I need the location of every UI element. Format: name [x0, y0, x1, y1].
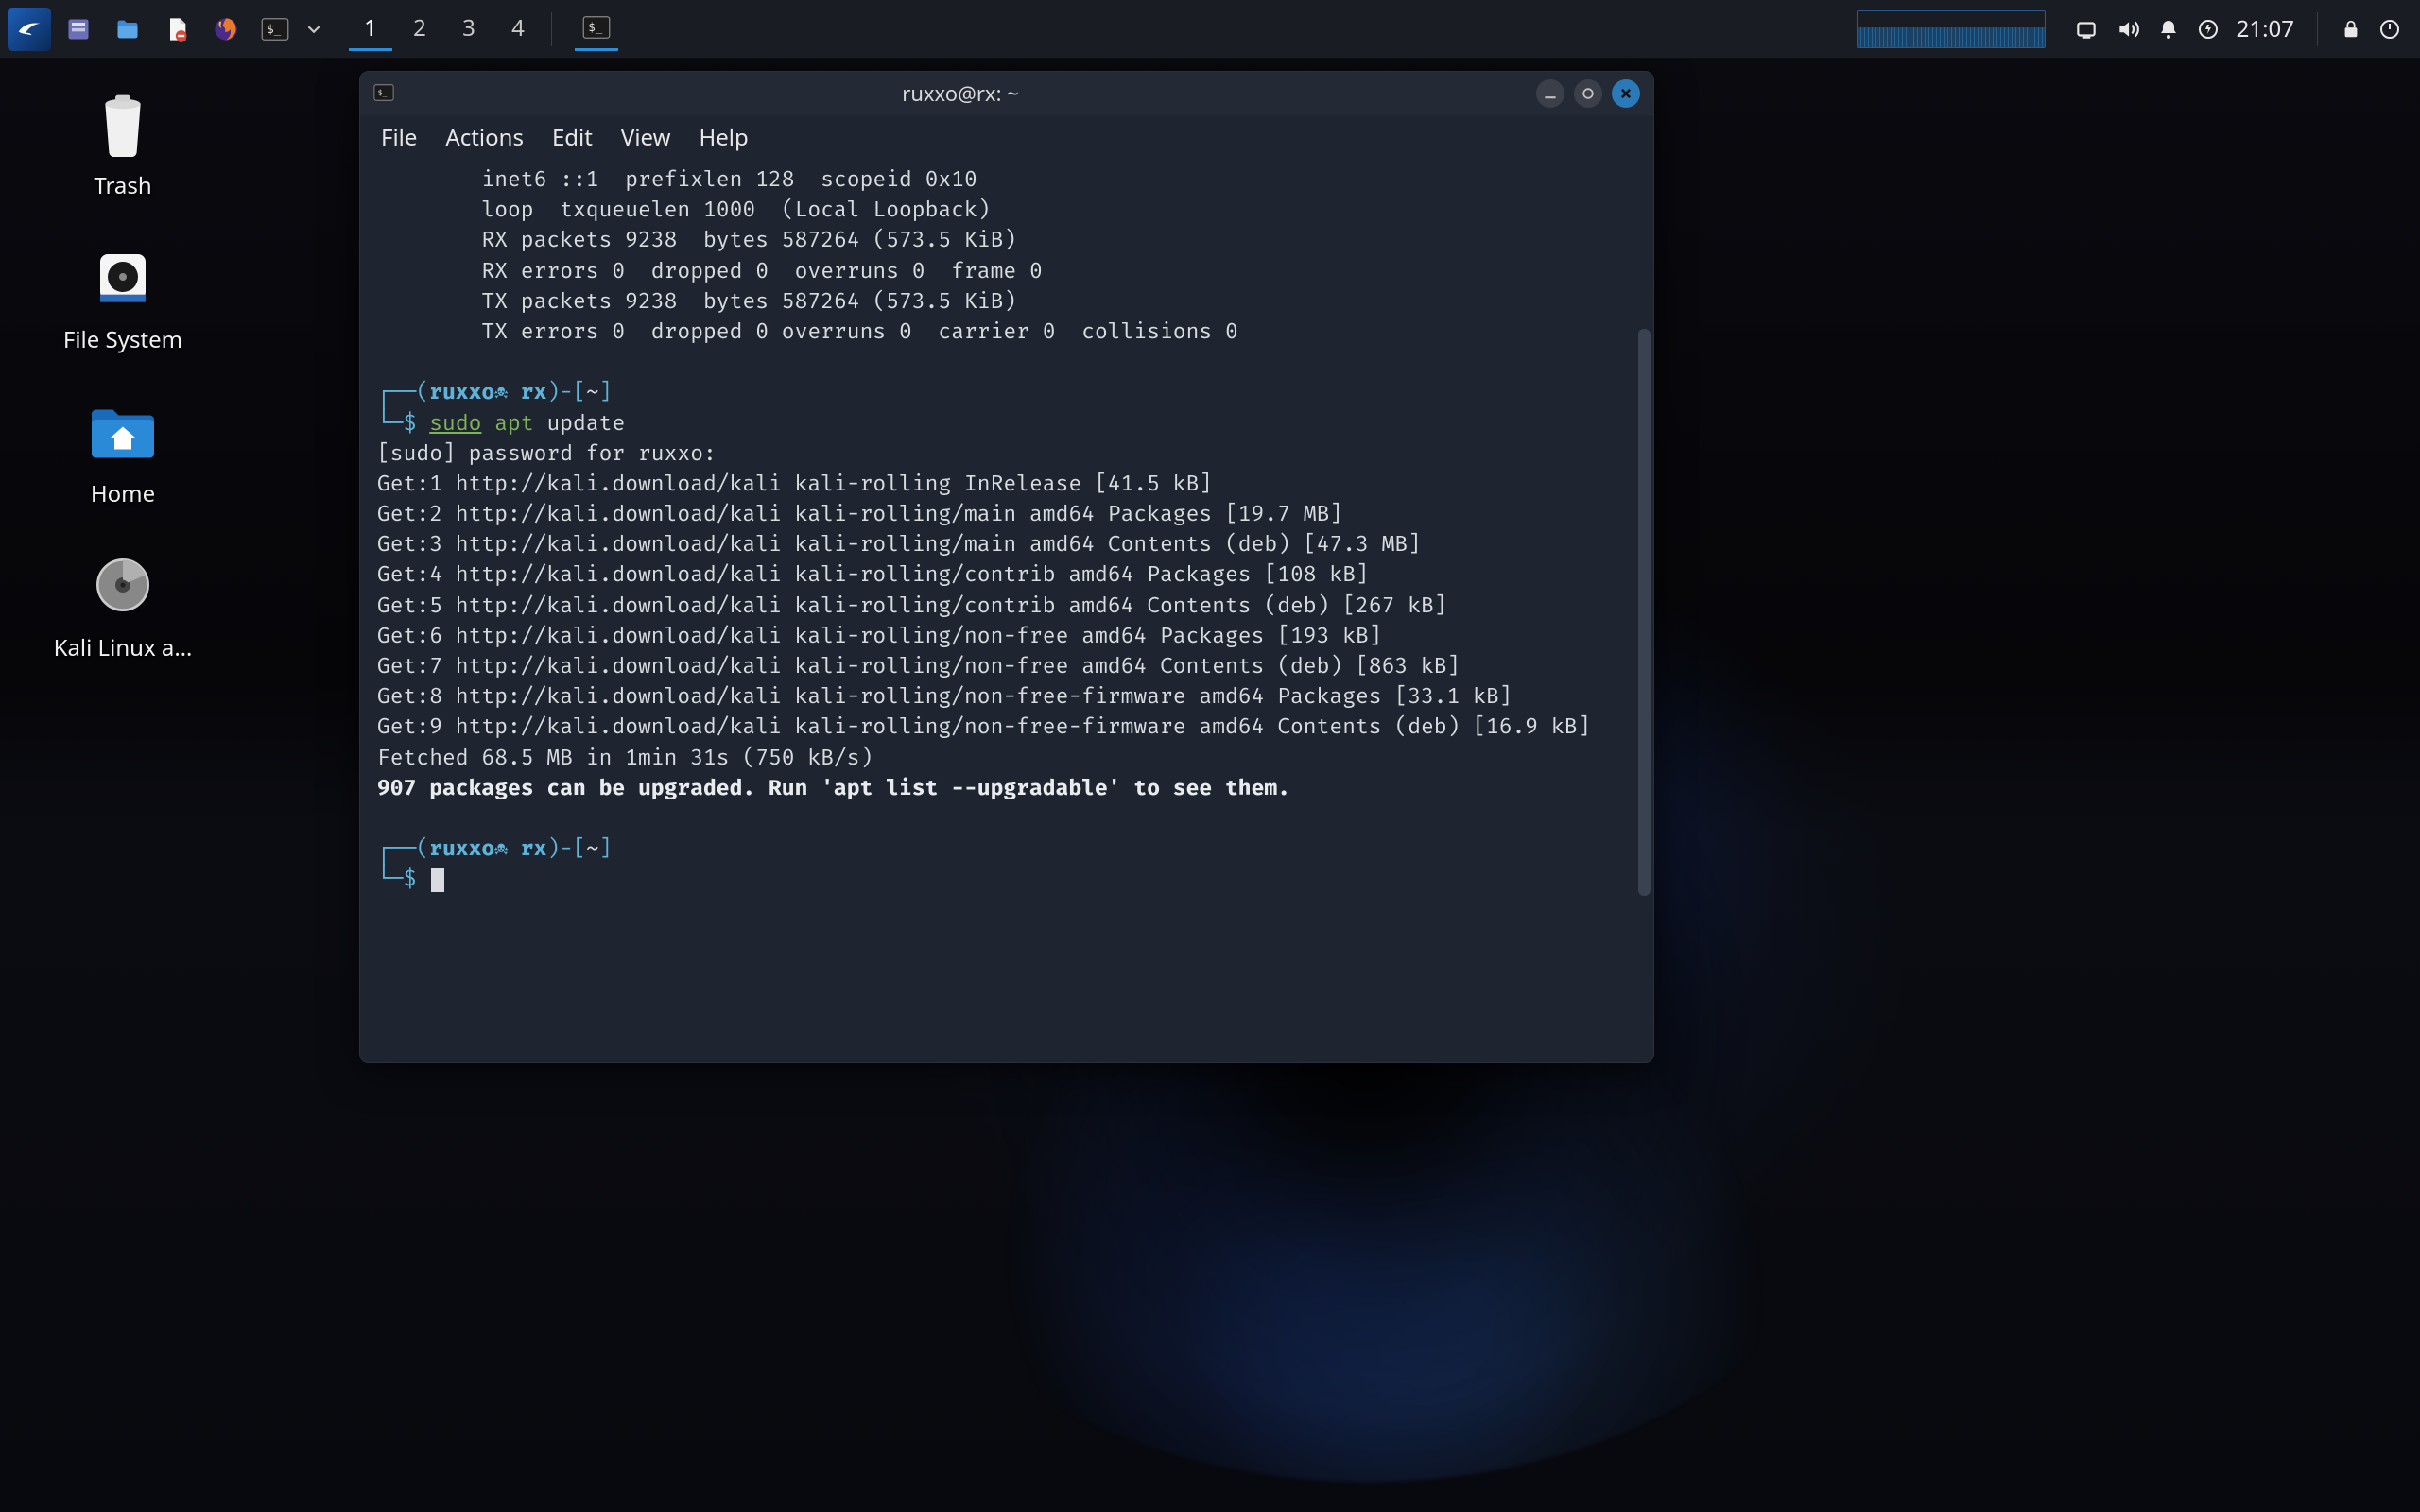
terminal-body[interactable]: inet6 ::1 prefixlen 128 scopeid 0x10 loo…	[360, 159, 1653, 1062]
menu-file[interactable]: File	[381, 122, 417, 153]
kali-menu-icon[interactable]	[8, 8, 51, 51]
desktop-icon-home[interactable]: Home	[28, 393, 217, 509]
disk-icon	[85, 239, 161, 315]
menubar: File Actions Edit View Help	[360, 115, 1653, 159]
desktop-area: Trash File System Home Kali Linux a…	[28, 85, 217, 701]
window-title: ruxxo@rx: ~	[394, 79, 1527, 108]
text-editor-icon[interactable]	[155, 8, 199, 51]
titlebar[interactable]: $_ ruxxo@rx: ~	[360, 72, 1653, 115]
workspace-2[interactable]: 2	[398, 8, 441, 51]
firefox-icon[interactable]	[204, 8, 248, 51]
svg-text:$_: $_	[588, 20, 603, 34]
terminal-launcher-icon[interactable]: $_	[253, 8, 297, 51]
power-icon[interactable]	[2197, 18, 2220, 41]
network-icon[interactable]	[2074, 17, 2099, 42]
terminal-titlebar-icon: $_	[373, 83, 394, 104]
scrollbar[interactable]	[1638, 329, 1651, 896]
appfinder-icon[interactable]	[57, 8, 100, 51]
terminal-window: $_ ruxxo@rx: ~ File Actions Edit View He…	[359, 71, 1654, 1063]
folder-home-icon	[85, 393, 161, 469]
top-panel: $_ 1 2 3 4 $_ 21:07	[0, 0, 2420, 59]
desktop-icon-label: Kali Linux a…	[28, 632, 217, 663]
svg-text:$_: $_	[378, 88, 388, 97]
menu-actions[interactable]: Actions	[445, 122, 524, 153]
notifications-icon[interactable]	[2157, 18, 2180, 41]
taskbar-terminal[interactable]: $_	[575, 8, 618, 51]
menu-edit[interactable]: Edit	[552, 122, 593, 153]
workspace-1[interactable]: 1	[349, 8, 392, 51]
svg-text:$_: $_	[267, 21, 282, 35]
trash-icon	[85, 85, 161, 161]
workspace-4[interactable]: 4	[496, 8, 540, 51]
disc-icon	[85, 547, 161, 623]
launcher-dropdown-icon[interactable]	[302, 8, 325, 51]
close-button[interactable]	[1612, 79, 1640, 108]
menu-view[interactable]: View	[621, 122, 671, 153]
maximize-button[interactable]	[1574, 79, 1602, 108]
desktop-icon-label: File System	[28, 324, 217, 355]
desktop-icon-trash[interactable]: Trash	[28, 85, 217, 201]
desktop-icon-label: Home	[28, 478, 217, 509]
desktop-icon-filesystem[interactable]: File System	[28, 239, 217, 355]
minimize-button[interactable]	[1536, 79, 1564, 108]
menu-help[interactable]: Help	[699, 122, 748, 153]
desktop-icon-kali-iso[interactable]: Kali Linux a…	[28, 547, 217, 663]
logout-icon[interactable]	[2378, 18, 2401, 41]
files-icon[interactable]	[106, 8, 149, 51]
cpu-graph[interactable]	[1857, 10, 2046, 48]
volume-icon[interactable]	[2116, 17, 2140, 42]
workspace-3[interactable]: 3	[447, 8, 491, 51]
lock-icon[interactable]	[2341, 19, 2361, 40]
clock[interactable]: 21:07	[2237, 13, 2294, 44]
desktop-icon-label: Trash	[28, 170, 217, 201]
